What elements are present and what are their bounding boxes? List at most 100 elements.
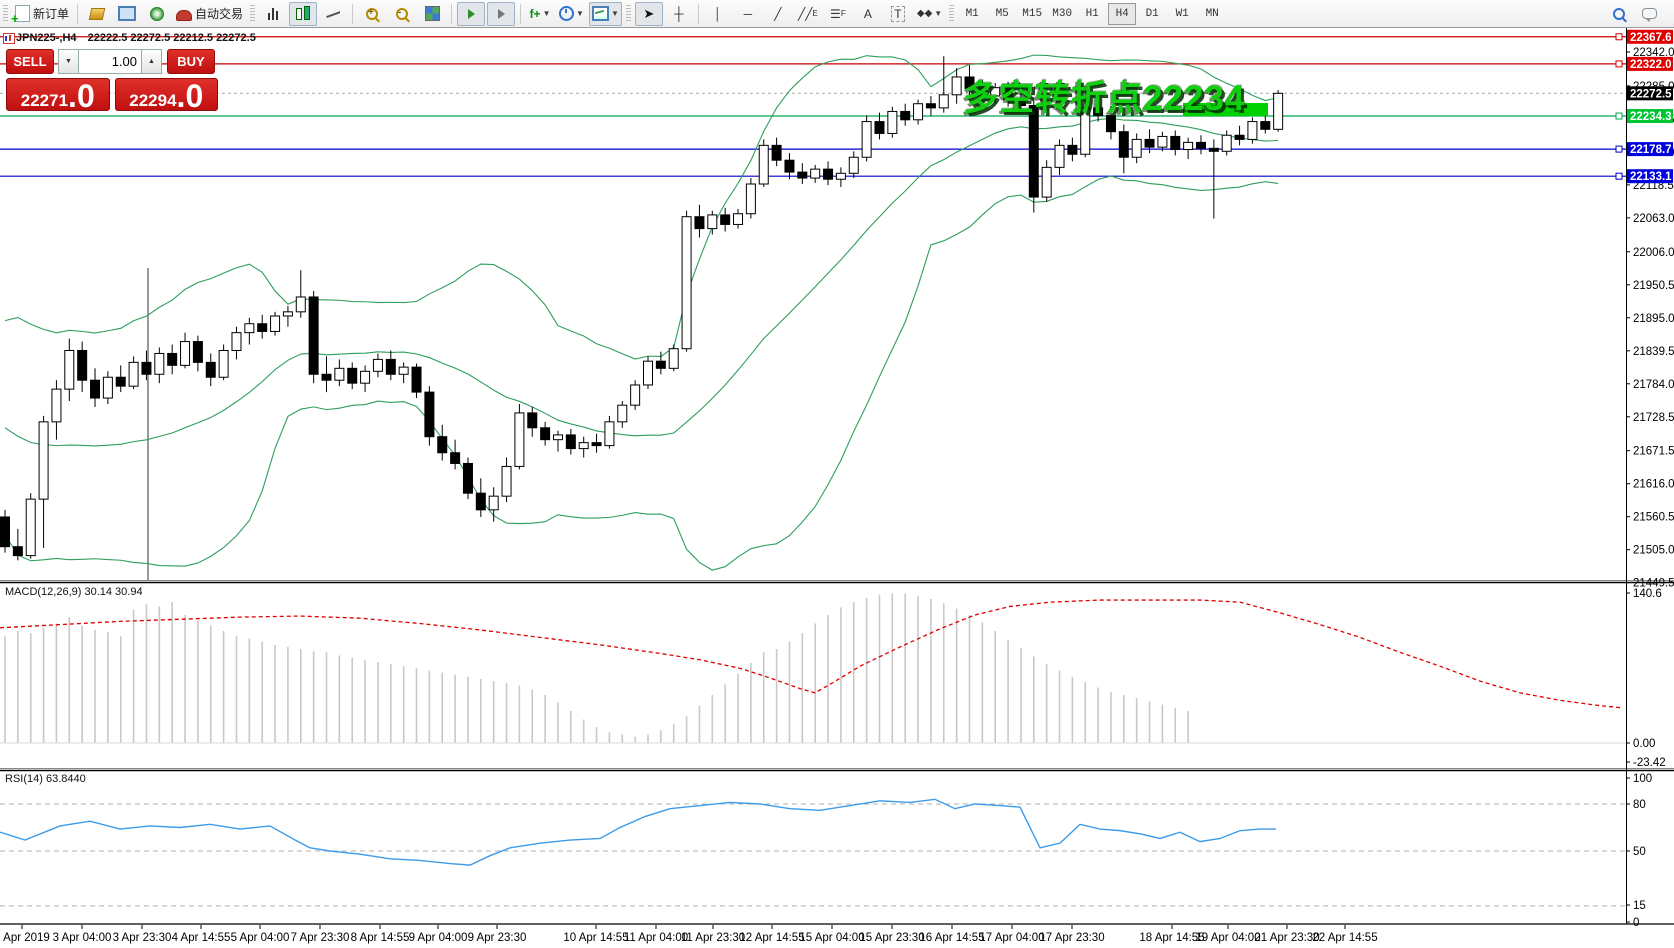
trendline-button[interactable]: ╱ xyxy=(764,2,792,26)
line-marker[interactable] xyxy=(1615,145,1623,153)
timeframe-H1[interactable]: H1 xyxy=(1085,7,1099,20)
timeframe-MN[interactable]: MN xyxy=(1205,7,1219,20)
metaeditor-icon xyxy=(118,6,137,21)
price-badge xyxy=(1627,29,1673,44)
toolbar-grip[interactable] xyxy=(3,4,8,23)
chart-title: JPN225-,H4 22222.5 22272.5 22212.5 22272… xyxy=(16,32,256,44)
timeframe-M30[interactable]: M30 xyxy=(1052,7,1073,20)
candle xyxy=(784,159,795,173)
candle xyxy=(295,296,306,313)
price-tick-label: 21950.5 xyxy=(1633,280,1674,292)
fibonacci-icon: ☰ xyxy=(830,6,841,21)
price-badge xyxy=(1627,142,1673,157)
volume-increase-button[interactable]: ▲ xyxy=(141,49,162,74)
bollinger-upper-band xyxy=(4,54,1279,360)
buy-button[interactable]: BUY xyxy=(167,49,215,74)
time-tick-label: 16 Apr 14:55 xyxy=(919,932,984,944)
volume-input[interactable] xyxy=(79,49,141,74)
line-marker[interactable] xyxy=(1615,60,1623,68)
timeframe-W1[interactable]: W1 xyxy=(1175,7,1189,20)
price-badge xyxy=(1627,56,1673,71)
chart-window[interactable]: 22342.022285.022229.522174.022118.522063… xyxy=(0,28,1674,948)
timeframe-M1[interactable]: M1 xyxy=(965,7,979,20)
auto-scroll-button[interactable] xyxy=(457,1,486,26)
candle xyxy=(578,442,589,450)
zoom-out-button[interactable]: - xyxy=(388,2,416,26)
candle xyxy=(385,358,396,375)
indicators-button[interactable]: f+ ▼ xyxy=(526,2,554,26)
signals-button[interactable] xyxy=(143,2,171,26)
timeframe-H4[interactable]: H4 xyxy=(1108,2,1137,25)
candle xyxy=(925,103,936,109)
sell-price-display[interactable]: 22271.0 xyxy=(6,78,110,112)
profile-button[interactable] xyxy=(83,2,111,26)
templates-button[interactable]: ▼ xyxy=(588,1,622,26)
candle xyxy=(771,144,782,161)
timeframe-M5[interactable]: M5 xyxy=(995,7,1009,20)
price-tick-label: 21560.5 xyxy=(1633,512,1674,524)
crosshair-button[interactable]: ┼ xyxy=(665,2,693,26)
price-tick-label: 21616.0 xyxy=(1633,479,1674,491)
time-tick-label: 9 Apr 04:00 xyxy=(409,932,468,944)
time-tick-label: 15 Apr 23:30 xyxy=(859,932,924,944)
tile-windows-button[interactable] xyxy=(418,2,446,26)
periods-button[interactable]: ▼ xyxy=(556,2,587,26)
time-tick-label: 9 Apr 23:30 xyxy=(468,932,527,944)
text-button[interactable]: A xyxy=(854,2,882,26)
new-order-button[interactable]: 新订单 xyxy=(11,2,72,26)
chevron-down-icon: ▼ xyxy=(576,9,584,18)
candle xyxy=(1157,135,1168,148)
price-badge-label: 22178.7 xyxy=(1630,144,1672,156)
new-order-icon xyxy=(11,5,30,26)
price-tick-label: 21895.0 xyxy=(1633,313,1674,325)
metaeditor-button[interactable] xyxy=(113,2,141,26)
candle xyxy=(745,183,756,215)
fibonacci-button[interactable]: ☰ F xyxy=(824,2,852,26)
line-marker[interactable] xyxy=(1615,112,1623,120)
clock-icon xyxy=(559,6,575,21)
autotrade-button[interactable]: 自动交易 xyxy=(173,2,246,26)
green-highlight-box[interactable] xyxy=(1183,103,1268,116)
buy-price-display[interactable]: 22294.0 xyxy=(114,78,218,112)
candle xyxy=(733,213,744,225)
candlestick-chart-button[interactable] xyxy=(289,1,318,26)
candle xyxy=(192,341,203,363)
candle xyxy=(900,110,911,121)
price-badge-label: 22234.3 xyxy=(1630,111,1672,123)
channel-button[interactable]: ╱╱ E xyxy=(794,2,822,26)
time-tick-label: 17 Apr 04:00 xyxy=(979,932,1044,944)
sell-price-int: 22271 xyxy=(20,91,69,110)
chat-button[interactable] xyxy=(1635,2,1663,26)
line-marker[interactable] xyxy=(1615,33,1623,41)
signal-icon xyxy=(150,6,165,21)
timeframe-D1[interactable]: D1 xyxy=(1145,7,1159,20)
text-label-button[interactable]: T xyxy=(884,2,912,26)
price-badge xyxy=(1627,109,1673,124)
volume-control: ▼ ▲ xyxy=(58,49,162,74)
arrows-button[interactable]: ◆◆ ▼ xyxy=(914,2,945,26)
candle xyxy=(1080,107,1091,155)
bar-chart-button[interactable] xyxy=(259,2,287,26)
chart-shift-button[interactable] xyxy=(487,1,516,26)
search-button[interactable] xyxy=(1605,2,1633,26)
candle xyxy=(1195,141,1206,149)
profile-icon xyxy=(88,7,106,20)
candle xyxy=(1234,134,1245,140)
timeframe-M15[interactable]: M15 xyxy=(1022,7,1043,20)
sell-button[interactable]: SELL xyxy=(6,49,54,74)
chart-shift-icon xyxy=(497,8,505,19)
cursor-button[interactable]: ➤ xyxy=(634,1,663,26)
indicators-icon: f+ xyxy=(529,6,541,21)
chat-icon xyxy=(1641,8,1657,22)
candle xyxy=(398,366,409,375)
vertical-line-button[interactable]: │ xyxy=(704,2,732,26)
line-chart-button[interactable] xyxy=(319,2,347,26)
volume-decrease-button[interactable]: ▼ xyxy=(58,49,79,74)
candle xyxy=(604,421,615,447)
candle xyxy=(205,361,216,378)
zoom-in-button[interactable]: + xyxy=(358,2,386,26)
price-chart-canvas[interactable]: 22342.022285.022229.522174.022118.522063… xyxy=(0,28,1674,948)
horizontal-line-button[interactable]: ─ xyxy=(734,2,762,26)
crosshair-icon: ┼ xyxy=(674,6,684,21)
line-marker[interactable] xyxy=(1615,172,1623,180)
